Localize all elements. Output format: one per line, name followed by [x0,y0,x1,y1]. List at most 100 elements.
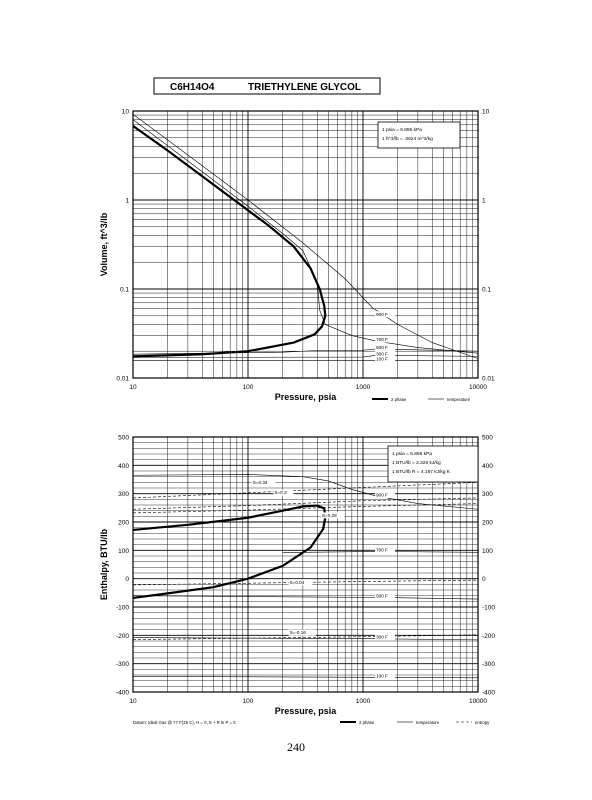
temperature-line [132,119,479,354]
y-tick-label-right: -400 [482,690,495,697]
y-tick-label-right: 0.01 [482,376,495,383]
conversion-note-text: 1 ft^3/lb = .0624 m^3/kg [382,136,433,142]
y-tick-label-right: 400 [482,463,493,470]
curve-label-bg [375,350,396,357]
curve-label-bg [375,492,396,498]
conversion-note-text: 1 psia = 6.895 kPa [392,451,432,457]
y-tick-label-left: 0.01 [116,376,129,383]
legend-label: 2 phase [391,397,407,402]
y-tick-label-left: 1 [125,198,129,205]
y-tick-label-left: -400 [116,690,129,697]
plot-frame [132,110,479,379]
conversion-note-text: 1 psia = 6.895 kPa [382,127,422,133]
curve-label: 900 F [376,493,388,498]
y-tick-label-left: 100 [118,548,129,555]
y-tick-label-right: 0.1 [482,287,491,294]
y-tick-label-left: 400 [118,463,129,470]
temperature-line [132,676,479,679]
curve-label: S=0.3 [275,490,288,495]
temperature-line [132,595,479,600]
x-tick-label: 100 [243,698,254,705]
temperature-line [132,113,479,359]
y-tick-label-right: 1 [482,198,486,205]
y-tick-label-right: 100 [482,548,493,555]
temperature-line [132,474,479,510]
curve-label-bg [320,512,345,519]
y-tick-label-right: -200 [482,633,495,640]
legend-label: 2 phase [359,720,375,725]
y-tick-label-left: 500 [118,435,129,442]
plot-frame [132,436,479,693]
legend-label: temperature [416,720,440,725]
y-tick-label-left: -100 [116,605,129,612]
entropy-line [132,482,479,499]
curve-label-bg [375,634,396,641]
y-tick-label-left: -300 [116,661,129,668]
curve-label: S=0.34 [253,480,268,485]
conversion-note-text: 1 BTU/lb R = 4.187 kJ/kg K [392,469,451,475]
conversion-note-box [377,121,461,149]
curve-label: 700 F [376,547,388,552]
y-tick-label-left: 10 [122,109,130,116]
y-tick-label-right: 500 [482,435,493,442]
conversion-note-box [387,445,479,483]
page-number: 240 [287,740,305,754]
y-tick-label-right: -100 [482,605,495,612]
x-axis-label: Pressure, psia [275,392,338,402]
series-group [132,113,479,361]
curve-label-bg [375,355,396,362]
curve-label: 300 F [376,635,388,640]
curve-label: 700 F [376,337,388,342]
curve-label: S=0.04 [290,580,305,585]
curve-label-bg [375,592,396,599]
curve-label-bg [375,311,396,318]
x-axis-label: Pressure, psia [275,706,338,716]
curve-label: 100 F [376,356,388,361]
curve-label: 500 F [376,593,388,598]
title-box: C6H14O4 TRIETHYLENE GLYCOL [153,77,381,95]
curve-label: S=0.28 [322,513,337,518]
y-tick-label-left: 0.1 [120,287,129,294]
y-axis-label: Volume, ft^3/lb [99,212,109,276]
y-tick-label-right: 10 [482,109,490,116]
y-tick-label-left: -200 [116,633,129,640]
entropy-line [132,634,479,640]
curve-label-bg [273,489,294,496]
compound-name: TRIETHYLENE GLYCOL [248,82,361,93]
y-axis-label: Enthalpy, BTU/lb [99,528,109,600]
x-tick-label: 10 [129,698,137,705]
x-tick-label: 100 [243,384,254,391]
entropy-line [132,579,479,586]
legend-label: entropy [475,720,490,725]
y-tick-label-right: -300 [482,661,495,668]
curve-label: 300 F [376,351,388,356]
x-tick-label: 10 [129,384,137,391]
x-tick-label: 10000 [469,698,487,705]
curve-label-bg [375,546,396,553]
curve-label: 900 F [376,312,388,317]
curve-label-bg [288,629,316,636]
curve-label-bg [251,479,276,486]
y-tick-label-right: 300 [482,491,493,498]
compound-formula: C6H14O4 [170,82,215,93]
y-tick-label-right: 0 [482,576,486,583]
temperature-line [132,348,479,355]
curve-label: 100 F [376,673,388,678]
two-phase-curve [132,125,327,358]
datum-footnote: Datum: Ideal Gas @ 77 F(25 C), H = 0, S … [133,720,236,725]
x-tick-label: 1000 [356,384,371,391]
conversion-note-text: 1 BTU/lb = 2.326 kJ/kg [392,460,441,466]
x-tick-label: 1000 [356,698,371,705]
curve-label: S=-0.16 [290,630,307,635]
temperature-line [132,354,479,358]
curve-label-bg [375,672,396,679]
curve-label-bg [375,344,396,351]
y-tick-label-left: 0 [125,576,129,583]
x-tick-label: 10000 [469,384,487,391]
entropy-line [132,503,479,514]
y-tick-label-left: 200 [118,520,129,527]
y-tick-label-right: 200 [482,520,493,527]
y-tick-label-left: 300 [118,491,129,498]
